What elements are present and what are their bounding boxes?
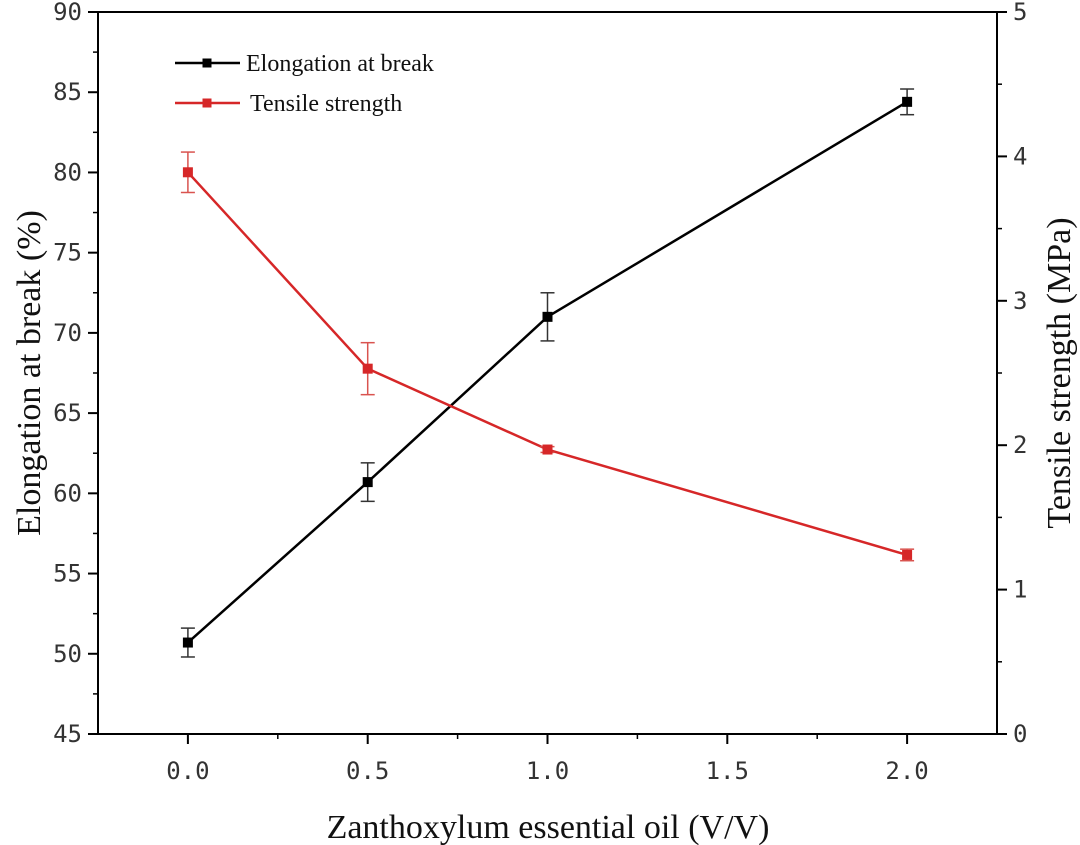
x-tick-label-1: 0.5 — [346, 757, 389, 785]
y-right-tick-label-4: 4 — [1013, 142, 1027, 170]
series-elongation — [180, 88, 915, 658]
series-line-elongation — [187, 100, 908, 644]
y-right-tick-label-5: 5 — [1013, 0, 1027, 26]
y-left-tick-label-0: 45 — [53, 720, 82, 748]
y-right-tick-label-0: 0 — [1013, 720, 1027, 748]
data-point-elongation-3 — [902, 96, 913, 107]
y-left-tick-label-5: 70 — [53, 319, 82, 347]
x-tick-label-0: 0.0 — [166, 757, 209, 785]
y-left-tick-label-3: 60 — [53, 479, 82, 507]
y-left-tick-label-7: 80 — [53, 158, 82, 186]
x-tick-label-3: 1.5 — [706, 757, 749, 785]
data-point-tensile-0 — [182, 167, 193, 178]
legend: Elongation at break Tensile strength — [175, 51, 434, 117]
y-right-tick-label-3: 3 — [1013, 287, 1027, 315]
y-axis-right: 0 1 2 3 4 5 — [997, 0, 1027, 748]
x-tick-label-4: 2.0 — [885, 757, 928, 785]
data-point-elongation-1 — [362, 477, 373, 488]
y-left-tick-label-4: 65 — [53, 399, 82, 427]
y-left-tick-label-6: 75 — [53, 239, 82, 267]
x-axis: 0.0 0.5 1.0 1.5 2.0 — [166, 734, 929, 785]
y-left-tick-label-2: 55 — [53, 560, 82, 588]
series-line-tensile — [186, 171, 908, 557]
plot-border — [97, 11, 998, 735]
legend-marker-tensile — [202, 98, 212, 108]
x-axis-title: Zanthoxylum essential oil (V/V) — [327, 809, 770, 845]
series-tensile — [180, 151, 915, 562]
data-point-elongation-0 — [182, 637, 193, 648]
y-left-tick-label-8: 85 — [53, 78, 82, 106]
y-left-tick-label-1: 50 — [53, 640, 82, 668]
data-point-tensile-1 — [362, 363, 373, 374]
data-point-elongation-2 — [542, 311, 553, 322]
y-right-tick-label-1: 1 — [1013, 576, 1027, 604]
legend-label-tensile: Tensile strength — [250, 91, 402, 117]
y-axis-left: 45 50 55 60 65 70 75 80 85 90 — [53, 0, 98, 748]
y-right-tick-label-2: 2 — [1013, 431, 1027, 459]
x-tick-label-2: 1.0 — [526, 757, 569, 785]
data-point-tensile-3 — [902, 549, 913, 560]
legend-label-elongation: Elongation at break — [246, 51, 434, 77]
y-axis-left-title: Elongation at break (%) — [11, 210, 48, 536]
series-layer — [180, 88, 915, 658]
plot-frame — [97, 11, 998, 735]
data-point-tensile-2 — [542, 444, 553, 455]
legend-marker-elongation — [202, 58, 212, 68]
y-axis-right-title: Tensile strength (MPa) — [1041, 217, 1078, 528]
y-left-tick-label-9: 90 — [53, 0, 82, 26]
